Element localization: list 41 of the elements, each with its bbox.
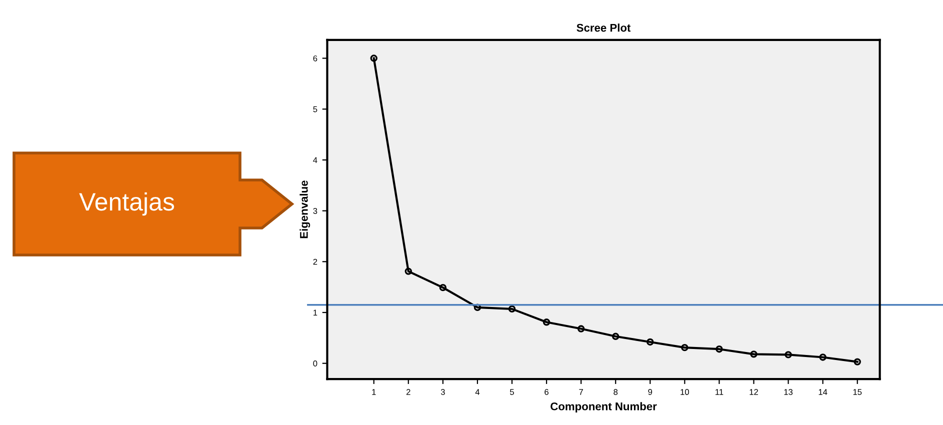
y-tick-label: 2 — [313, 258, 318, 265]
y-axis-title: Eigenvalue — [300, 180, 310, 238]
y-tick-label: 5 — [313, 106, 318, 112]
chart-title: Scree Plot — [576, 24, 631, 32]
x-tick-label: 8 — [614, 389, 618, 395]
y-tick-label: 3 — [313, 208, 318, 214]
x-tick-label: 3 — [440, 389, 445, 395]
text: Ventajas — [79, 192, 174, 216]
point — [646, 338, 654, 346]
point — [819, 354, 826, 361]
point — [474, 304, 482, 312]
x-tick-label: 6 — [544, 389, 548, 395]
y-tick-label: 6 — [313, 55, 318, 62]
point — [404, 268, 412, 275]
x-tick-label: 4 — [475, 389, 480, 395]
x-tick-label: 10 — [680, 389, 689, 395]
x-tick-label: 15 — [853, 389, 862, 395]
point — [508, 305, 516, 313]
y-tick-label: 4 — [313, 157, 318, 163]
point — [439, 284, 447, 292]
x-tick-label: 13 — [784, 389, 793, 395]
x-tick-label: 5 — [510, 389, 514, 395]
x-tick-label: 2 — [406, 389, 410, 395]
point — [750, 350, 758, 358]
x-tick-label: 9 — [648, 389, 652, 395]
point — [681, 344, 688, 352]
point — [716, 345, 723, 353]
point — [542, 318, 550, 326]
point — [612, 332, 620, 340]
x-tick-label: 11 — [716, 389, 724, 395]
point — [854, 358, 861, 366]
x-tick-label: 7 — [579, 389, 583, 395]
point — [577, 325, 585, 332]
point — [370, 54, 378, 62]
x-axis-title: Component Number — [550, 402, 657, 413]
x-tick-label: 14 — [818, 389, 828, 395]
x-tick-label: 12 — [750, 389, 758, 395]
y-tick-label: 0 — [313, 360, 318, 366]
point — [784, 351, 792, 358]
x-tick-label: 1 — [372, 389, 376, 395]
y-tick-label: 1 — [314, 310, 318, 316]
